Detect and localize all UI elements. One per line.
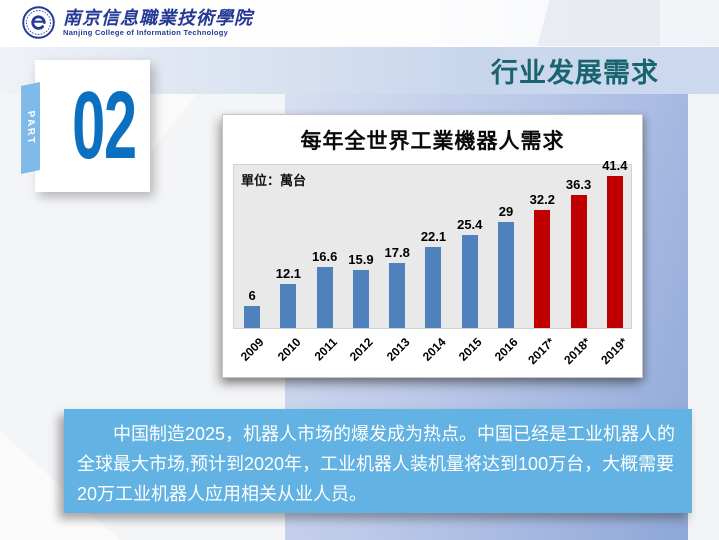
background-right-column xyxy=(688,94,719,540)
background-triangle-top-right xyxy=(400,0,719,46)
bar-value-label: 25.4 xyxy=(457,216,483,232)
bar-column: 41.4 xyxy=(597,158,633,328)
bar xyxy=(244,306,261,328)
x-axis-label: 2016 xyxy=(492,335,521,364)
bar-column: 29 xyxy=(488,165,524,328)
bar xyxy=(498,221,515,328)
bar xyxy=(280,283,297,328)
part-ribbon: PART xyxy=(21,81,40,175)
bar-value-label: 16.6 xyxy=(312,249,338,265)
bar-column: 25.4 xyxy=(452,165,488,328)
school-logo-text: 南京信息職業技術學院 Nanjing College of Informatio… xyxy=(63,8,253,37)
school-emblem-icon xyxy=(22,6,55,39)
bar-column: 6 xyxy=(234,165,270,328)
part-badge-card: 02 xyxy=(35,60,150,192)
x-axis-label: 2009 xyxy=(238,335,268,364)
header: 南京信息職業技術學院 Nanjing College of Informatio… xyxy=(0,0,719,94)
x-axis-label: 2019* xyxy=(597,335,630,368)
bar xyxy=(606,176,623,328)
bar-column: 17.8 xyxy=(379,165,415,328)
bar xyxy=(316,267,333,328)
chart-plot-area: 單位：萬台 6 12.1 16.6 15.9 17.8 22.1 25.4 29 32.2 36.… xyxy=(233,158,633,329)
x-axis-label: 2013 xyxy=(383,335,413,364)
school-logo: 南京信息職業技術學院 Nanjing College of Informatio… xyxy=(22,6,253,39)
chart-title: 每年全世界工業機器人需求 xyxy=(300,130,565,153)
bar-column: 36.3 xyxy=(560,165,596,328)
bar xyxy=(425,246,442,328)
bar xyxy=(534,209,551,328)
x-axis-label: 2015 xyxy=(455,335,485,364)
bar xyxy=(461,234,478,328)
bar-value-label: 36.3 xyxy=(565,176,592,192)
bar xyxy=(570,194,587,328)
bar-value-label: 6 xyxy=(248,288,256,303)
x-axis-label: 2014 xyxy=(419,335,449,364)
slide-title: 行业发展需求 xyxy=(491,58,659,88)
x-axis-label: 2018* xyxy=(561,335,594,368)
part-ribbon-label: PART xyxy=(25,109,36,147)
bar xyxy=(352,269,369,328)
bar-column: 16.6 xyxy=(307,165,343,328)
bar-column: 12.1 xyxy=(270,165,306,328)
bar-value-label: 15.9 xyxy=(348,251,374,267)
bar-value-label: 22.1 xyxy=(420,228,447,244)
bar-value-label: 41.4 xyxy=(602,158,628,174)
bar-value-label: 17.8 xyxy=(384,244,410,260)
part-number: 02 xyxy=(72,72,137,179)
x-axis-label: 2012 xyxy=(347,335,376,364)
bar xyxy=(389,262,406,328)
bar-column: 32.2 xyxy=(524,165,560,328)
bar-value-label: 32.2 xyxy=(529,191,555,207)
x-axis-label: 2017* xyxy=(525,335,558,368)
school-name-en: Nanjing College of Information Technolog… xyxy=(63,28,229,37)
x-axis-label: 2010 xyxy=(274,335,304,364)
bar-value-label: 29 xyxy=(498,203,514,219)
school-name-cn: 南京信息職業技術學院 xyxy=(63,8,253,28)
chart-x-axis: 2009 2010 2011 2012 2013 2014 2015 2016 2017* 201… xyxy=(233,331,632,377)
chart-card: 每年全世界工業機器人需求 單位：萬台 6 12.1 16.6 15.9 17.8 22.1… xyxy=(222,114,643,378)
bar-value-label: 12.1 xyxy=(275,265,302,281)
chart-bars: 6 12.1 16.6 15.9 17.8 22.1 25.4 29 32.2 36.3 41.4 xyxy=(234,158,633,328)
chart-unit-label: 單位：萬台 xyxy=(241,173,307,188)
summary-text-box: 中国制造2025，机器人市场的爆发成为热点。中国已经是工业机器人的全球最大市场,… xyxy=(64,409,692,513)
bar-column: 15.9 xyxy=(343,165,379,328)
summary-paragraph: 中国制造2025，机器人市场的爆发成为热点。中国已经是工业机器人的全球最大市场,… xyxy=(77,424,676,504)
bar-column: 22.1 xyxy=(415,165,451,328)
x-axis-label: 2011 xyxy=(311,335,340,364)
